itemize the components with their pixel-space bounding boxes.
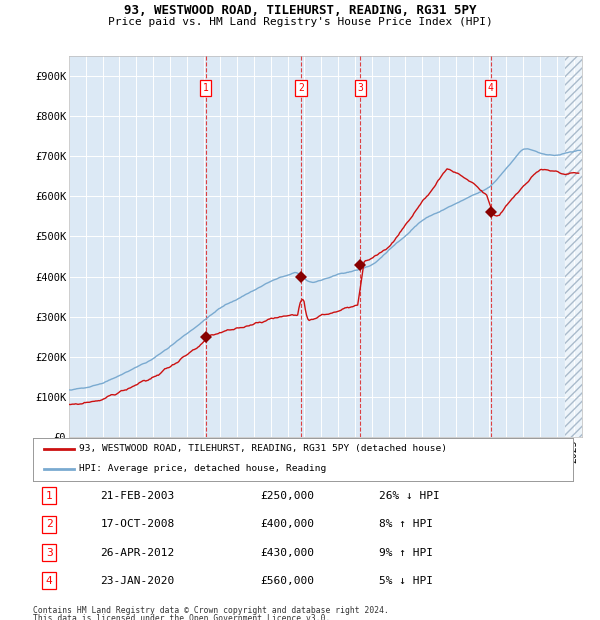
- Text: 5% ↓ HPI: 5% ↓ HPI: [379, 576, 433, 586]
- Text: 2: 2: [46, 519, 53, 529]
- Text: £560,000: £560,000: [260, 576, 314, 586]
- Text: Contains HM Land Registry data © Crown copyright and database right 2024.: Contains HM Land Registry data © Crown c…: [33, 606, 389, 616]
- Text: 3: 3: [46, 547, 53, 557]
- Text: £400,000: £400,000: [260, 519, 314, 529]
- Text: 3: 3: [358, 83, 363, 93]
- Text: 4: 4: [488, 83, 493, 93]
- Text: 26% ↓ HPI: 26% ↓ HPI: [379, 490, 439, 501]
- Text: 1: 1: [203, 83, 209, 93]
- Bar: [565, 56, 582, 437]
- Text: £430,000: £430,000: [260, 547, 314, 557]
- Text: £250,000: £250,000: [260, 490, 314, 501]
- Text: 8% ↑ HPI: 8% ↑ HPI: [379, 519, 433, 529]
- Bar: [565, 56, 582, 437]
- Text: 1: 1: [46, 490, 53, 501]
- Text: 93, WESTWOOD ROAD, TILEHURST, READING, RG31 5PY (detached house): 93, WESTWOOD ROAD, TILEHURST, READING, R…: [79, 445, 447, 453]
- Text: This data is licensed under the Open Government Licence v3.0.: This data is licensed under the Open Gov…: [33, 614, 331, 620]
- Text: HPI: Average price, detached house, Reading: HPI: Average price, detached house, Read…: [79, 464, 326, 473]
- Text: 17-OCT-2008: 17-OCT-2008: [101, 519, 175, 529]
- Text: 93, WESTWOOD ROAD, TILEHURST, READING, RG31 5PY: 93, WESTWOOD ROAD, TILEHURST, READING, R…: [124, 4, 476, 17]
- Text: 9% ↑ HPI: 9% ↑ HPI: [379, 547, 433, 557]
- Text: 4: 4: [46, 576, 53, 586]
- Text: 21-FEB-2003: 21-FEB-2003: [101, 490, 175, 501]
- Text: 26-APR-2012: 26-APR-2012: [101, 547, 175, 557]
- Text: 23-JAN-2020: 23-JAN-2020: [101, 576, 175, 586]
- Text: 2: 2: [298, 83, 304, 93]
- Text: Price paid vs. HM Land Registry's House Price Index (HPI): Price paid vs. HM Land Registry's House …: [107, 17, 493, 27]
